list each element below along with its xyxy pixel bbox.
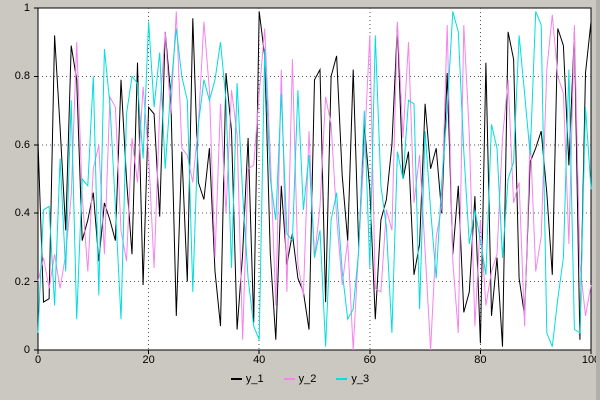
x-tick-label: 0 [34, 354, 42, 366]
legend-line-swatch-y2 [283, 378, 295, 380]
legend-line-swatch-y3 [336, 378, 348, 380]
y-tick-label: 0.8 [14, 70, 30, 83]
x-tick-label: 40 [253, 354, 266, 366]
y-tick-label: 0 [23, 344, 30, 356]
y-tick-label: 1 [23, 2, 30, 14]
x-tick-label: 100 [581, 354, 600, 366]
y-tick-label: 0.2 [14, 275, 30, 288]
legend-label-y1: y_1 [245, 373, 264, 385]
legend-label-y2: y_2 [298, 373, 317, 385]
legend-line-swatch-y1 [230, 378, 242, 380]
legend-item-y1: y_1 [230, 373, 264, 385]
x-tick-label: 80 [474, 354, 487, 366]
y-axis-tick-labels: 1 0.8 0.6 0.4 0.2 0 [0, 2, 33, 356]
legend-label-y3: y_3 [351, 373, 370, 385]
x-tick-label: 60 [363, 354, 376, 366]
y-tick-label: 0.6 [14, 138, 30, 151]
x-axis-tick-labels: 0 20 40 60 80 100 [34, 354, 600, 368]
legend: y_1 y_2 y_3 [0, 373, 600, 385]
legend-item-y3: y_3 [336, 373, 369, 385]
y-tick-label: 0.4 [14, 207, 30, 220]
window-edge [596, 0, 600, 400]
legend-item-y2: y_2 [283, 373, 317, 385]
x-tick-label: 20 [142, 354, 155, 366]
